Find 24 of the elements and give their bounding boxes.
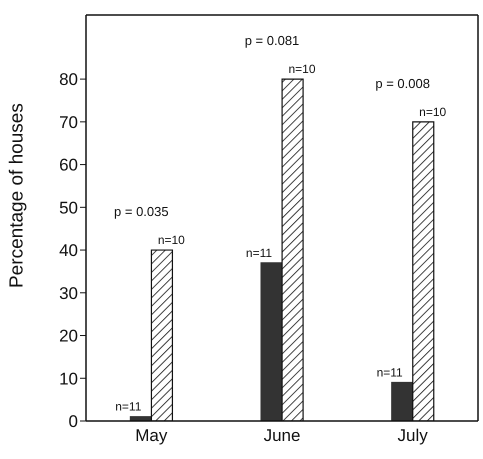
bar xyxy=(260,262,283,421)
annotation: n=10 xyxy=(419,104,447,119)
y-tick-label: 30 xyxy=(59,284,78,303)
bar xyxy=(391,382,414,421)
annotation: p = 0.008 xyxy=(375,76,430,91)
y-tick-label: 60 xyxy=(59,156,78,175)
annotation: p = 0.081 xyxy=(244,33,300,48)
x-tick-label: July xyxy=(398,426,428,446)
y-tick-label: 50 xyxy=(59,198,78,218)
y-axis-title: Percentage of houses xyxy=(6,103,28,288)
y-tick-label: 40 xyxy=(59,241,78,260)
annotation: n=10 xyxy=(288,62,316,76)
annotation: n=11 xyxy=(246,246,272,260)
annotation: n=11 xyxy=(115,400,142,414)
x-tick-label: May xyxy=(135,426,168,446)
y-tick-label: 0 xyxy=(68,412,78,432)
annotation: p = 0.035 xyxy=(114,204,169,220)
y-tick-label: 70 xyxy=(59,112,78,132)
annotation: n=11 xyxy=(376,366,404,380)
y-tick-label: 20 xyxy=(59,326,78,346)
y-tick-label: 80 xyxy=(59,70,78,90)
annotation: n=10 xyxy=(158,233,186,248)
y-tick-label: 10 xyxy=(59,369,78,388)
x-tick-label: June xyxy=(264,426,300,446)
